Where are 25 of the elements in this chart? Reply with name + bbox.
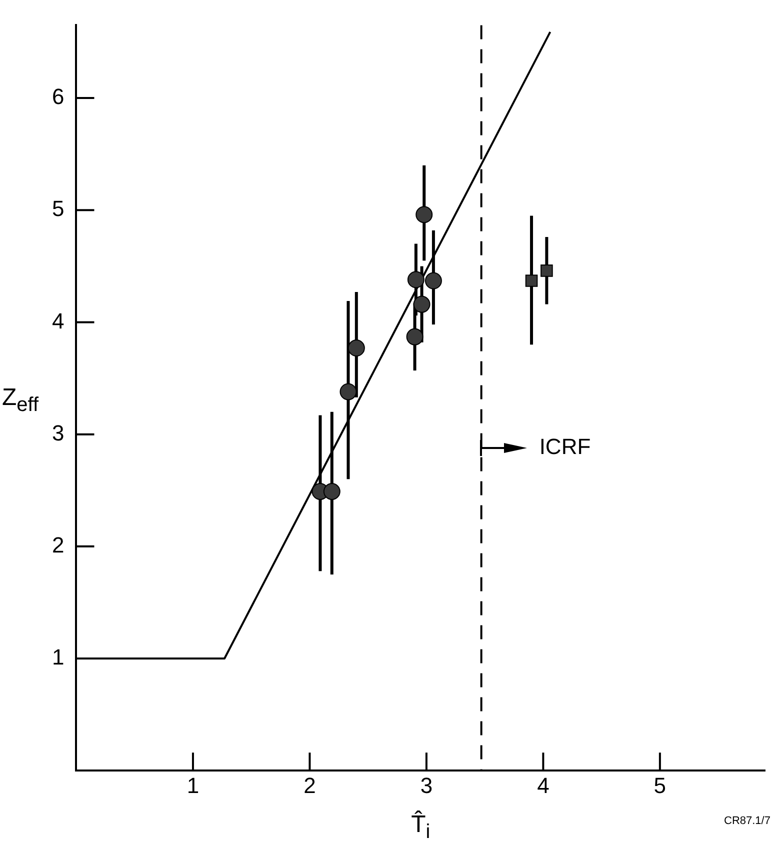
- x-tick-label: 2: [304, 772, 316, 798]
- point: [413, 296, 430, 313]
- point: [424, 272, 442, 290]
- x-tick-label: 3: [420, 772, 433, 798]
- point: [416, 206, 433, 224]
- y-tick-label: 2: [52, 532, 64, 558]
- ref-line-label: ICRF: [539, 434, 591, 459]
- y-tick-label: 5: [52, 196, 64, 222]
- y-tick-label: 6: [52, 84, 64, 110]
- point: [525, 274, 538, 287]
- y-tick-label: 1: [52, 644, 64, 670]
- point: [348, 340, 365, 357]
- x-tick-label: 4: [537, 772, 550, 798]
- x-tick-label: 5: [654, 772, 666, 798]
- x-axis-title: T̂$_{i}$: [411, 810, 430, 844]
- point: [323, 482, 340, 500]
- point: [540, 264, 553, 277]
- x-tick-label: 1: [186, 772, 200, 798]
- point: [407, 271, 424, 288]
- point: [406, 328, 424, 346]
- y-tick-label: 4: [52, 308, 64, 334]
- y-tick-label: 3: [52, 420, 64, 446]
- text: CR87.1/7: [724, 814, 770, 827]
- point: [340, 383, 357, 400]
- y-axis-title: Z$_{eff}$: [2, 384, 39, 417]
